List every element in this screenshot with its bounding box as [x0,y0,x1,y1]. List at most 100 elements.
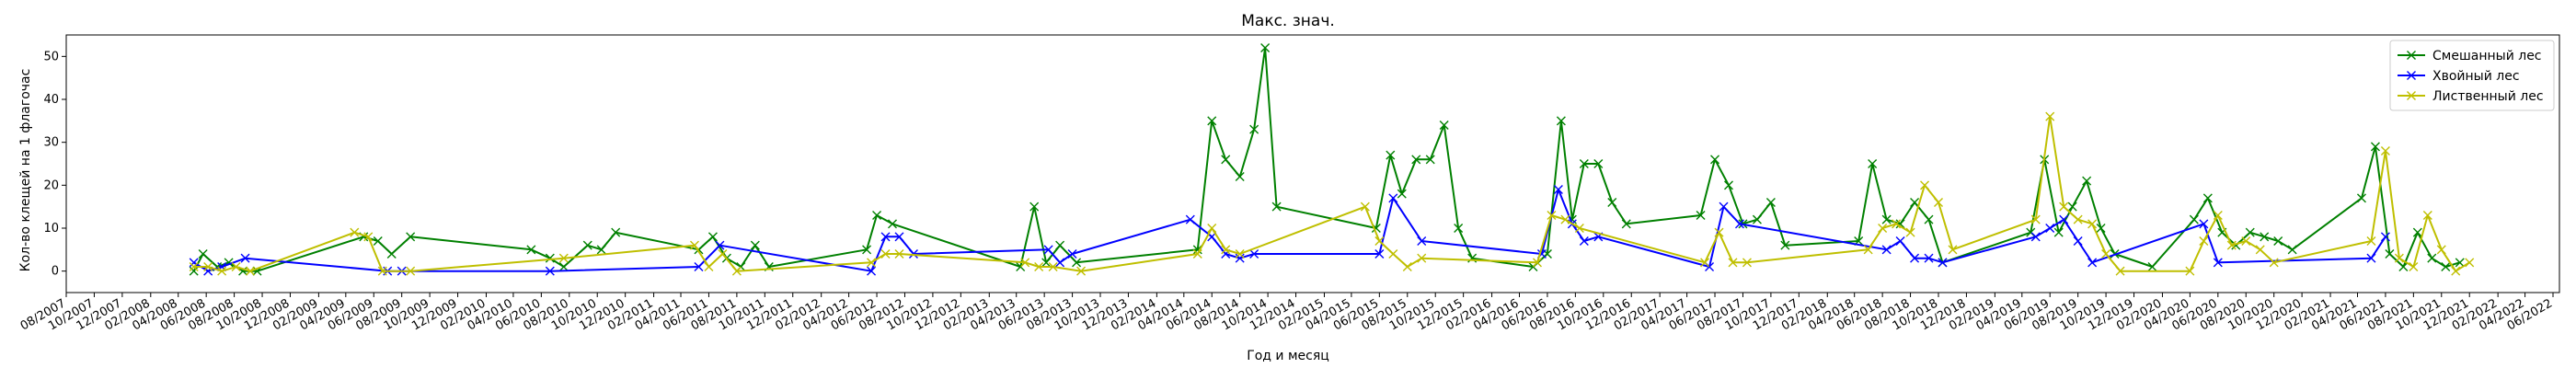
legend-label: Лиственный лес [2432,89,2544,104]
data-point [611,227,621,237]
data-point [2199,236,2209,246]
data-point [2436,245,2446,255]
data-point [217,266,227,276]
data-point [707,232,718,242]
data-point [2096,224,2106,233]
data-point [2202,193,2213,203]
data-point [2441,262,2451,271]
data-point [731,266,742,276]
data-point [373,236,383,246]
data-point [558,262,569,271]
data-point [1397,189,1407,199]
data-point [1048,262,1058,271]
data-point [1579,236,1589,246]
data-point [1920,180,1930,190]
data-point [1765,198,1776,207]
y-axis-label: Кол-во клещей на 1 флагочас [18,69,33,272]
data-point [1895,236,1905,246]
data-point [1868,159,1878,168]
data-point [1235,253,1245,263]
data-point [2147,262,2157,271]
data-point [1020,258,1030,268]
series-line [193,115,2470,272]
y-tick-label: 50 [43,50,59,63]
data-point [1185,214,1195,224]
data-point [1076,266,1087,276]
data-point [2030,214,2041,224]
data-point [1454,224,1464,233]
data-point [2380,232,2390,242]
data-point [582,240,592,250]
data-point [1892,219,1902,229]
data-point [1221,245,1231,255]
data-point [1249,249,1259,259]
data-point [1593,159,1604,168]
data-point [2213,211,2223,220]
data-point [2185,266,2195,276]
data-point [1192,245,1202,255]
data-point [1207,116,1217,126]
data-point [1043,245,1053,255]
data-point [2059,201,2069,212]
data-point [1895,219,1905,229]
data-point [1556,116,1566,126]
legend-item: Смешанный лес [2398,49,2542,63]
data-point [189,258,199,268]
data-point [1574,224,1584,233]
data-point [1547,211,1557,220]
data-point [867,258,877,268]
data-point [715,240,725,250]
data-point [2213,258,2223,268]
data-point [894,232,904,242]
plot-area: 0102030405008/200710/200712/200702/20080… [18,34,2560,333]
data-point [1579,159,1589,168]
data-point [867,266,877,276]
data-point [1041,258,1052,268]
data-point [1696,211,1706,220]
data-point [1411,155,1421,165]
data-point [2087,258,2098,268]
data-point [1724,180,1733,190]
data-point [2189,214,2199,224]
data-point [1719,201,1729,212]
data-point [1621,219,1631,229]
data-point [880,249,891,259]
data-point [1235,249,1245,259]
data-point [2427,253,2437,263]
series-line [193,189,2386,272]
data-point [1029,201,1040,212]
data-point [1260,43,1271,52]
series-line [192,47,2460,272]
data-point [704,262,714,271]
data-point [1388,193,1398,203]
data-point [2045,224,2055,233]
data-point [894,249,904,259]
data-point [2101,249,2111,259]
y-tick-label: 30 [43,136,59,150]
data-point [1374,249,1385,259]
data-point [198,249,208,259]
data-point [1235,172,1245,181]
data-point [2260,232,2270,242]
legend: Смешанный лес Хвойный лес Лиственный лес [2389,40,2555,111]
data-point [1734,219,1744,229]
data-point [1553,185,1563,194]
data-point [2255,245,2265,255]
legend-marker [2407,71,2416,80]
data-point [2115,266,2125,276]
data-point [1607,198,1617,207]
data-point [718,249,728,259]
data-point [1924,253,1934,263]
legend-item: Лиственный лес [2398,89,2544,104]
data-point [888,219,898,229]
data-point [406,266,416,276]
data-point [1192,249,1202,259]
data-point [1714,227,1724,237]
legend-marker [2407,91,2416,100]
data-point [350,227,360,237]
data-point [1034,262,1044,271]
data-point [1249,124,1259,134]
data-point [1878,224,1888,233]
legend-marker [2407,51,2416,60]
series-1 [189,43,2465,276]
